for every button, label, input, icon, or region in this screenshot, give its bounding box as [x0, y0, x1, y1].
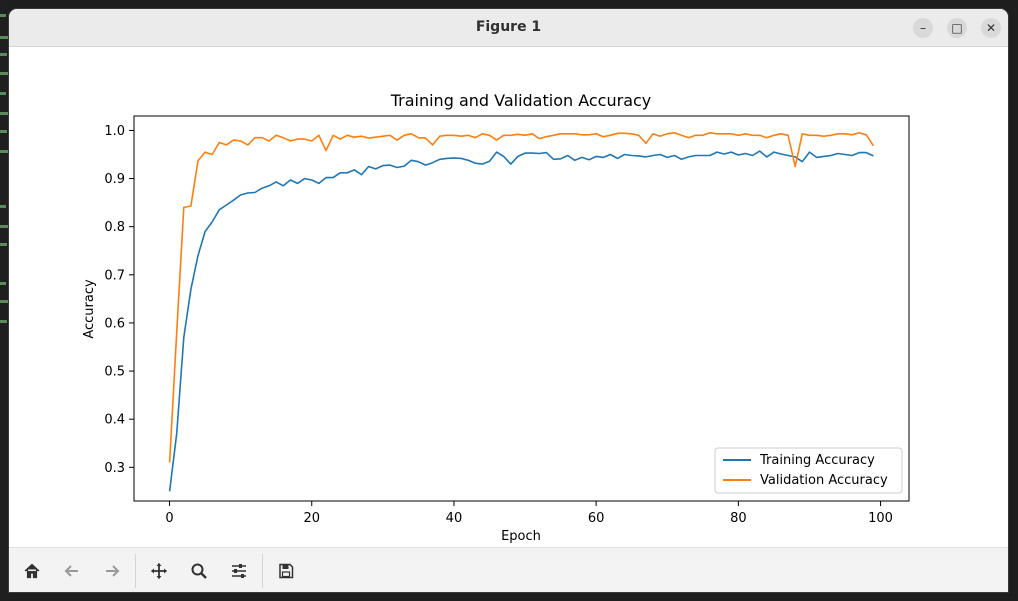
y-tick-label: 0.7 — [104, 268, 125, 283]
zoom-button[interactable] — [184, 556, 214, 586]
minimize-button[interactable]: – — [913, 18, 933, 38]
y-tick-label: 1.0 — [104, 124, 125, 139]
legend-label-validation: Validation Accuracy — [760, 473, 888, 488]
x-axis-label: Epoch — [501, 529, 541, 544]
toolbar-separator — [262, 554, 263, 588]
window-title: Figure 1 — [475, 19, 542, 35]
desktop-background-strip — [0, 0, 10, 601]
maximize-button[interactable]: □ — [947, 18, 967, 38]
x-axis-ticks: 0 20 40 60 80 100 — [165, 501, 893, 526]
y-axis-label: Accuracy — [82, 279, 97, 339]
y-tick-label: 0.3 — [104, 461, 125, 476]
x-tick-label: 20 — [303, 511, 320, 526]
plot-area — [133, 115, 910, 502]
sliders-icon — [232, 564, 246, 578]
arrow-right-icon — [106, 565, 120, 577]
figure-canvas[interactable]: Training and Validation Accuracy 0 20 40 60… — [9, 47, 1008, 547]
move-icon — [151, 563, 167, 579]
magnifier-icon — [191, 563, 207, 579]
figure-window: Figure 1 – □ ✕ Training and Validation A… — [9, 9, 1008, 592]
y-tick-label: 0.5 — [104, 365, 125, 380]
toolbar-separator — [135, 554, 136, 588]
navigation-toolbar — [9, 547, 1008, 592]
x-tick-label: 60 — [588, 511, 605, 526]
y-tick-label: 0.8 — [104, 220, 125, 235]
chart-lines — [168, 132, 875, 492]
forward-button[interactable] — [97, 556, 127, 586]
x-tick-label: 80 — [730, 511, 747, 526]
save-button[interactable] — [271, 556, 301, 586]
y-axis-ticks: 0.3 0.4 0.5 0.6 0.7 0.8 0.9 1.0 — [104, 124, 134, 476]
y-tick-label: 0.6 — [104, 316, 125, 331]
floppy-disk-icon — [279, 563, 294, 579]
minimize-icon: – — [920, 21, 926, 35]
legend-label-training: Training Accuracy — [759, 453, 875, 468]
legend: Training Accuracy Validation Accuracy — [714, 447, 903, 494]
home-icon — [24, 563, 40, 579]
home-button[interactable] — [17, 556, 47, 586]
title-bar[interactable]: Figure 1 – □ ✕ — [9, 9, 1008, 47]
legend-box — [714, 447, 903, 494]
x-tick-label: 40 — [446, 511, 463, 526]
chart-title: Training and Validation Accuracy — [390, 91, 652, 110]
close-icon: ✕ — [985, 21, 997, 35]
accuracy-chart: Training and Validation Accuracy 0 20 40 60… — [82, 91, 910, 544]
arrow-left-icon — [64, 565, 78, 577]
pan-button[interactable] — [144, 556, 174, 586]
back-button[interactable] — [57, 556, 87, 586]
configure-subplots-button[interactable] — [224, 556, 254, 586]
validation-accuracy-line — [168, 132, 875, 463]
training-accuracy-line — [168, 150, 874, 492]
maximize-icon: □ — [951, 21, 963, 35]
x-tick-label: 100 — [868, 511, 893, 526]
x-tick-label: 0 — [165, 511, 173, 526]
y-tick-label: 0.9 — [104, 172, 125, 187]
y-tick-label: 0.4 — [104, 413, 125, 428]
close-button[interactable]: ✕ — [981, 18, 1001, 38]
